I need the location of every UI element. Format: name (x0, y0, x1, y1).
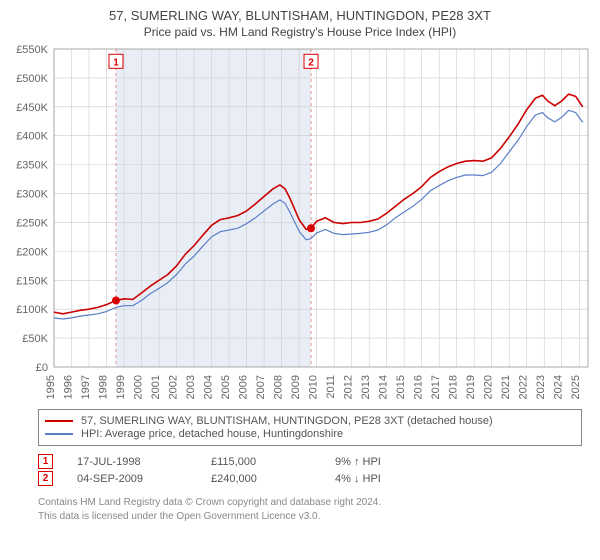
chart-area: £0 £50K £100K £150K £200K £250K £300K £350K £400… (8, 43, 592, 403)
svg-text:2019: 2019 (465, 375, 477, 399)
svg-text:2002: 2002 (168, 375, 180, 399)
svg-text:1996: 1996 (63, 375, 75, 399)
chart-subtitle: Price paid vs. HM Land Registry's House … (8, 25, 592, 39)
svg-text:2015: 2015 (395, 375, 407, 399)
svg-text:2011: 2011 (325, 375, 337, 399)
legend-box: 57, SUMERLING WAY, BLUNTISHAM, HUNTINGDO… (38, 409, 582, 446)
line-chart-svg: £0 £50K £100K £150K £200K £250K £300K £350K £400… (8, 43, 592, 403)
legend-swatch-hpi (45, 433, 73, 435)
svg-text:2: 2 (308, 57, 314, 68)
svg-text:£50K: £50K (22, 333, 48, 345)
sales-table: 1 17-JUL-1998 £115,000 9% ↑ HPI 2 04-SEP… (38, 454, 582, 486)
svg-text:£250K: £250K (16, 217, 48, 229)
sale-date: 17-JUL-1998 (77, 456, 187, 468)
sale-row: 2 04-SEP-2009 £240,000 4% ↓ HPI (38, 471, 582, 486)
svg-text:£200K: £200K (16, 246, 48, 258)
svg-text:2007: 2007 (255, 375, 267, 399)
legend-row-hpi: HPI: Average price, detached house, Hunt… (45, 428, 575, 440)
sale-price: £115,000 (211, 456, 311, 468)
svg-text:1: 1 (113, 57, 119, 68)
svg-text:2000: 2000 (133, 375, 145, 399)
sale-hpi: 4% ↓ HPI (335, 473, 435, 485)
svg-text:2017: 2017 (430, 375, 442, 399)
svg-text:£150K: £150K (16, 275, 48, 287)
svg-text:2012: 2012 (343, 375, 355, 399)
svg-text:2016: 2016 (413, 375, 425, 399)
svg-text:£300K: £300K (16, 189, 48, 201)
legend-label-subject: 57, SUMERLING WAY, BLUNTISHAM, HUNTINGDO… (81, 415, 493, 427)
svg-text:2021: 2021 (500, 375, 512, 399)
svg-text:2022: 2022 (518, 375, 530, 399)
legend-swatch-subject (45, 420, 73, 422)
svg-text:2024: 2024 (553, 375, 565, 399)
sale-price: £240,000 (211, 473, 311, 485)
svg-text:1997: 1997 (80, 375, 92, 399)
svg-text:2004: 2004 (203, 375, 215, 399)
footer-line: Contains HM Land Registry data © Crown c… (38, 496, 582, 510)
svg-text:2020: 2020 (483, 375, 495, 399)
svg-text:2009: 2009 (290, 375, 302, 399)
sale-marker-icon: 2 (38, 471, 53, 486)
footer-attribution: Contains HM Land Registry data © Crown c… (38, 496, 582, 523)
svg-text:2003: 2003 (185, 375, 197, 399)
sale-row: 1 17-JUL-1998 £115,000 9% ↑ HPI (38, 454, 582, 469)
chart-card: 57, SUMERLING WAY, BLUNTISHAM, HUNTINGDO… (0, 0, 600, 560)
svg-text:1999: 1999 (115, 375, 127, 399)
chart-title: 57, SUMERLING WAY, BLUNTISHAM, HUNTINGDO… (8, 8, 592, 23)
svg-text:£350K: £350K (16, 160, 48, 172)
svg-text:2001: 2001 (150, 375, 162, 399)
svg-text:2025: 2025 (570, 375, 582, 399)
svg-text:2018: 2018 (448, 375, 460, 399)
sale-marker-icon: 1 (38, 454, 53, 469)
svg-text:£550K: £550K (16, 44, 48, 56)
svg-text:£0: £0 (36, 362, 48, 374)
legend-row-subject: 57, SUMERLING WAY, BLUNTISHAM, HUNTINGDO… (45, 415, 575, 427)
svg-text:1998: 1998 (98, 375, 110, 399)
svg-text:2023: 2023 (535, 375, 547, 399)
svg-text:2008: 2008 (273, 375, 285, 399)
svg-text:2014: 2014 (378, 375, 390, 399)
svg-text:£400K: £400K (16, 131, 48, 143)
legend-label-hpi: HPI: Average price, detached house, Hunt… (81, 428, 343, 440)
svg-text:2005: 2005 (220, 375, 232, 399)
footer-line: This data is licensed under the Open Gov… (38, 510, 582, 524)
sale-hpi: 9% ↑ HPI (335, 456, 435, 468)
svg-text:2010: 2010 (308, 375, 320, 399)
svg-text:2006: 2006 (238, 375, 250, 399)
svg-text:£450K: £450K (16, 102, 48, 114)
svg-text:£100K: £100K (16, 304, 48, 316)
svg-text:1995: 1995 (45, 375, 57, 399)
svg-text:2013: 2013 (360, 375, 372, 399)
sale-date: 04-SEP-2009 (77, 473, 187, 485)
svg-text:£500K: £500K (16, 73, 48, 85)
